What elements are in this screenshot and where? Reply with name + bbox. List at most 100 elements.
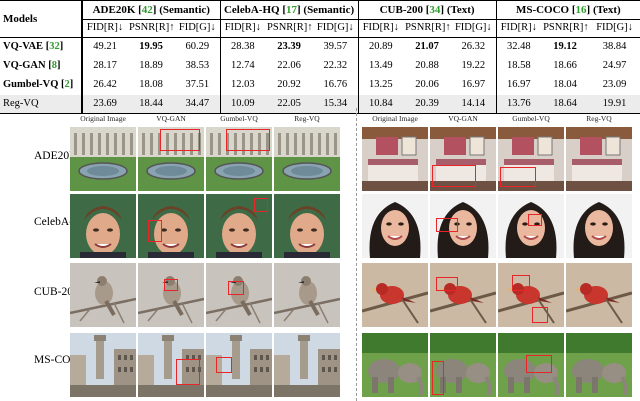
sample-image-left-r1-c1 <box>138 194 204 258</box>
table-cell: 37.51 <box>185 78 210 90</box>
figure-divider <box>356 108 357 401</box>
table-row: VQ-GAN [8] 28.17 18.89 38.53 12.74 22.06 22.32… <box>0 56 640 76</box>
table-cell: 16.97 <box>461 78 486 90</box>
table-cell: 22.06 <box>277 59 301 71</box>
metric-header: FID[R]↓ <box>81 19 127 38</box>
sample-image-left-r0-c2 <box>206 127 272 191</box>
sample-image-right-r1-c3 <box>566 194 632 258</box>
sample-image-left-r2-c0 <box>70 263 136 327</box>
results-table: Models ADE20K [42] (Semantic) CelebA-HQ … <box>0 0 640 114</box>
sample-image-left-r1-c0 <box>70 194 136 258</box>
highlight-box <box>432 361 444 395</box>
model-name: Reg-VQ <box>3 97 39 109</box>
table-cell: 13.76 <box>495 94 542 114</box>
metric-header: PSNR[R]↑ <box>403 19 452 38</box>
table-cell: 20.89 <box>357 37 404 57</box>
table-cell: 10.09 <box>219 94 266 114</box>
sample-image-right-r3-c2 <box>498 333 564 397</box>
row-label: CUB-200 <box>34 286 79 298</box>
table-cell: 23.09 <box>602 78 627 90</box>
sample-image-right-r0-c1 <box>430 127 496 191</box>
table-cell: 24.97 <box>602 59 627 71</box>
model-name: Gumbel-VQ [2] <box>3 78 74 90</box>
table-cell: 10.84 <box>357 94 404 114</box>
table-cell: 18.66 <box>553 59 577 71</box>
highlight-box <box>512 275 530 291</box>
sample-image-left-r1-c2 <box>206 194 272 258</box>
group-header-cub: CUB-200 [34] (Text) <box>357 0 497 20</box>
table-cell: 20.92 <box>277 78 301 90</box>
table-cell: 21.07 <box>415 41 439 52</box>
metric-header: FID[R]↓ <box>495 19 542 38</box>
column-header-right: Reg-VQ <box>586 114 612 123</box>
group-header-ade20k: ADE20K [42] (Semantic) <box>80 0 221 20</box>
table-cell: 13.49 <box>357 56 404 76</box>
table-cell: 18.89 <box>139 59 163 71</box>
sample-image-left-r3-c2 <box>206 333 272 397</box>
table-cell: 16.97 <box>495 75 542 95</box>
group-header-celeba: CelebA-HQ [17] (Semantic) <box>219 0 359 20</box>
sample-image-right-r2-c2 <box>498 263 564 327</box>
table-cell: 22.32 <box>323 59 348 71</box>
highlight-box <box>226 129 270 151</box>
table-cell: 26.42 <box>81 75 127 95</box>
sample-image-right-r3-c0 <box>362 333 428 397</box>
sample-image-right-r1-c0 <box>362 194 428 258</box>
metric-header: FID[R]↓ <box>219 19 266 38</box>
column-header-left: Gumbel-VQ <box>220 114 258 123</box>
metric-header: PSNR[R]↑ <box>541 19 590 38</box>
highlight-box <box>436 218 458 232</box>
table-cell: 12.03 <box>219 75 266 95</box>
table-cell: 19.91 <box>602 97 627 109</box>
table-cell: 19.22 <box>461 59 486 71</box>
table-cell: 15.34 <box>323 97 348 109</box>
table-cell: 18.64 <box>553 97 577 109</box>
table-cell: 12.74 <box>219 56 266 76</box>
highlight-box <box>436 277 458 291</box>
table-cell: 18.58 <box>495 56 542 76</box>
table-cell: 18.08 <box>139 78 163 90</box>
sample-image-right-r2-c0 <box>362 263 428 327</box>
metric-header: FID[G]↓ <box>451 19 497 38</box>
sample-image-right-r1-c1 <box>430 194 496 258</box>
table-cell: 19.12 <box>553 41 577 52</box>
highlight-box <box>500 167 536 187</box>
table-cell: 18.44 <box>139 97 163 109</box>
highlight-box <box>216 357 232 373</box>
sample-image-left-r0-c0 <box>70 127 136 191</box>
table-cell: 23.69 <box>81 94 127 114</box>
table-cell: 16.76 <box>323 78 348 90</box>
table-cell: 18.04 <box>553 78 577 90</box>
table-cell: 26.32 <box>461 41 486 52</box>
metric-header: FID[G]↓ <box>589 19 640 38</box>
model-name: VQ-VAE [32] <box>3 41 64 52</box>
highlight-box <box>228 281 244 295</box>
table-cell: 22.05 <box>277 97 301 109</box>
model-name: VQ-GAN [8] <box>3 59 61 71</box>
highlight-box <box>526 355 552 373</box>
sample-image-right-r3-c1 <box>430 333 496 397</box>
sample-image-left-r1-c3 <box>274 194 340 258</box>
table-cell: 28.38 <box>219 37 266 57</box>
highlight-box <box>164 279 178 291</box>
metric-header: FID[R]↓ <box>357 19 404 38</box>
sample-image-right-r0-c3 <box>566 127 632 191</box>
table-cell: 14.14 <box>461 97 486 109</box>
highlight-box <box>528 214 542 226</box>
table-cell: 20.39 <box>415 97 439 109</box>
sample-image-left-r2-c1 <box>138 263 204 327</box>
column-header-left: Original Image <box>80 114 126 123</box>
sample-image-right-r0-c0 <box>362 127 428 191</box>
metric-header: PSNR[R]↑ <box>127 19 175 38</box>
column-header-right: Gumbel-VQ <box>512 114 550 123</box>
table-row: VQ-VAE [32] 49.21 19.95 60.29 28.38 23.39 39.5… <box>0 37 640 57</box>
table-cell: 49.21 <box>81 37 127 57</box>
column-header-left: VQ-GAN <box>156 114 186 123</box>
table-row: Reg-VQ 23.69 18.44 34.47 10.09 22.05 15.34 10.8… <box>0 94 640 114</box>
table-cell: 60.29 <box>185 41 210 52</box>
table-cell: 38.53 <box>185 59 210 71</box>
column-header-right: Original Image <box>372 114 418 123</box>
highlight-box <box>432 165 476 187</box>
sample-image-left-r2-c3 <box>274 263 340 327</box>
sample-image-left-r3-c1 <box>138 333 204 397</box>
